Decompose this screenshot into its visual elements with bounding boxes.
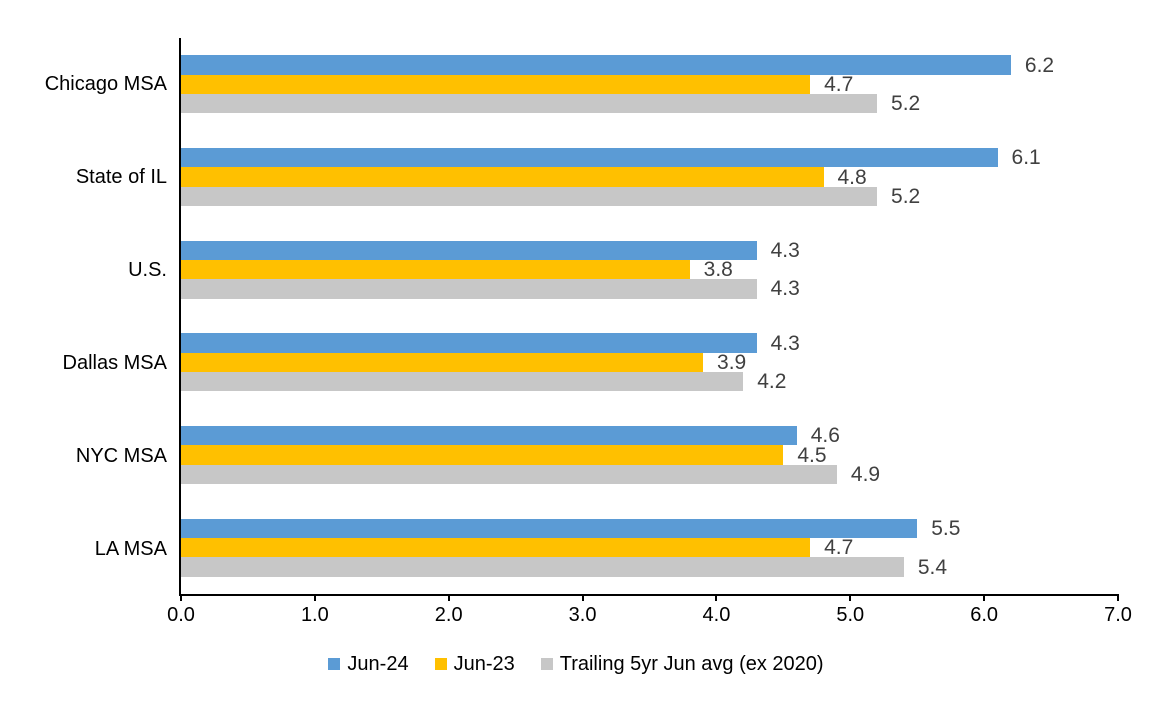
bar-jun-23-la-msa [181,538,811,558]
bar-value-label: 4.5 [797,443,827,467]
bar-row: 4.8 [181,165,1118,189]
category-label-la-msa: LA MSA [94,538,167,560]
plot-area: 6.2 4.7 5.2 6.1 4.8 5.2 4.3 3.8 4.3 4.3 3.9 4.2 4.6 4… [167,38,1132,625]
bar-jun-24-chicago-msa [181,55,1011,75]
category-label-nyc-msa: NYC MSA [75,445,167,467]
bar-jun-24-dallas-msa [181,333,757,353]
legend-item-trailing-5yr-jun-avg-ex-2020: Trailing 5yr Jun avg (ex 2020) [540,653,824,675]
category-band-la-msa: 5.5 4.7 5.4 [181,501,1118,594]
category-band-chicago-msa: 6.2 4.7 5.2 [181,38,1118,131]
x-tick-label-1-0: 1.0 [300,604,329,626]
x-tick-label-2-0: 2.0 [434,604,463,626]
category-band-nyc-msa: 4.6 4.5 4.9 [181,409,1118,502]
bar-value-label: 4.3 [770,331,800,355]
bar-row: 4.3 [181,331,1118,355]
legend-swatch-jun-24 [328,658,341,670]
bar-value-label: 4.8 [837,165,867,189]
x-axis-tick [180,594,182,601]
bar-row: 3.9 [181,350,1118,374]
bar-row: 4.5 [181,443,1118,467]
legend-item-jun-23: Jun-23 [434,653,515,675]
bar-row: 4.3 [181,238,1118,262]
x-tick-label-3-0: 3.0 [568,604,597,626]
bar-trailing-5yr-jun-avg-ex-2020-la-msa [181,557,904,577]
legend-label-jun-24: Jun-24 [347,653,409,675]
bar-value-label: 5.2 [891,184,921,208]
x-tick-label-4-0: 4.0 [702,604,731,626]
bar-jun-23-u-s [181,260,690,280]
category-label-state-of-il: State of IL [75,166,167,188]
x-tick-label-0-0: 0.0 [167,604,195,626]
legend-swatch-jun-23 [434,658,447,670]
bar-jun-23-nyc-msa [181,445,784,465]
bar-row: 4.6 [181,424,1118,448]
bar-jun-23-chicago-msa [181,74,811,94]
bar-value-label: 5.4 [917,555,948,579]
bar-value-label: 4.3 [770,277,800,301]
category-label-u-s: U.S. [128,259,167,281]
bars-container: 6.2 4.7 5.2 6.1 4.8 5.2 4.3 3.8 4.3 4.3 3.9 4.2 4.6 4… [181,38,1118,594]
bar-trailing-5yr-jun-avg-ex-2020-u-s [181,279,757,299]
bar-row: 4.7 [181,72,1118,96]
x-axis-tick [715,594,718,601]
legend-item-jun-24: Jun-24 [328,653,409,675]
bar-value-label: 3.9 [717,350,747,374]
bar-jun-24-state-of-il [181,148,998,168]
legend-label-jun-23: Jun-23 [453,653,515,675]
bar-jun-23-state-of-il [181,167,824,187]
bar-value-label: 4.6 [810,424,840,448]
bar-row: 4.9 [181,462,1118,486]
x-tick-label-6-0: 6.0 [970,604,999,626]
legend: Jun-24 Jun-23 Trailing 5yr Jun avg (ex 202… [0,649,1152,679]
bar-jun-23-dallas-msa [181,352,704,372]
bar-trailing-5yr-jun-avg-ex-2020-chicago-msa [181,93,878,114]
bar-trailing-5yr-jun-avg-ex-2020-state-of-il [181,186,878,206]
legend-label-trailing-5yr-jun-avg-ex-2020: Trailing 5yr Jun avg (ex 2020) [559,653,824,675]
bar-value-label: 4.7 [824,536,854,560]
bar-jun-24-la-msa [181,518,918,539]
bar-row: 6.1 [181,146,1118,170]
bar-value-label: 5.5 [931,516,961,540]
bar-value-label: 5.2 [891,92,921,116]
bar-value-label: 6.2 [1024,53,1055,77]
bar-row: 4.2 [181,370,1118,394]
bar-row: 4.7 [181,536,1118,560]
x-axis-tick [447,594,450,601]
bar-row: 5.4 [181,555,1118,579]
bar-row: 6.2 [181,53,1118,77]
category-band-dallas-msa: 4.3 3.9 4.2 [181,316,1118,409]
category-band-u-s: 4.3 3.8 4.3 [181,223,1118,316]
category-label-chicago-msa: Chicago MSA [44,73,167,95]
bar-row: 4.3 [181,277,1118,301]
bar-value-label: 6.1 [1011,146,1041,170]
x-axis-tick [849,594,852,601]
category-axis-labels: Chicago MSA State of IL U.S. Dallas MSA NYC … [0,38,167,596]
bar-row: 3.8 [181,258,1118,282]
category-band-state-of-il: 6.1 4.8 5.2 [181,131,1118,224]
x-tick-label-7-0: 7.0 [1104,604,1132,626]
bar-row: 5.2 [181,184,1118,208]
bar-row: 5.2 [181,92,1118,116]
bar-value-label: 4.2 [757,370,787,394]
bar-value-label: 3.8 [703,258,733,282]
bar-trailing-5yr-jun-avg-ex-2020-nyc-msa [181,464,837,484]
bar-value-label: 4.9 [850,462,881,486]
bar-value-label: 4.7 [824,72,854,96]
bar-row: 5.5 [181,516,1118,540]
legend-swatch-trailing-5yr-jun-avg-ex-2020 [540,658,553,670]
x-axis-tick [983,594,986,601]
category-label-dallas-msa: Dallas MSA [62,352,167,374]
bar-jun-24-nyc-msa [181,426,797,446]
bar-value-label: 4.3 [770,238,800,262]
bar-jun-24-u-s [181,240,757,261]
x-axis-tick [313,594,316,601]
x-axis-tick [1117,594,1119,601]
x-tick-label-5-0: 5.0 [836,604,865,626]
bar-trailing-5yr-jun-avg-ex-2020-dallas-msa [181,372,744,392]
x-axis-tick [581,594,584,601]
